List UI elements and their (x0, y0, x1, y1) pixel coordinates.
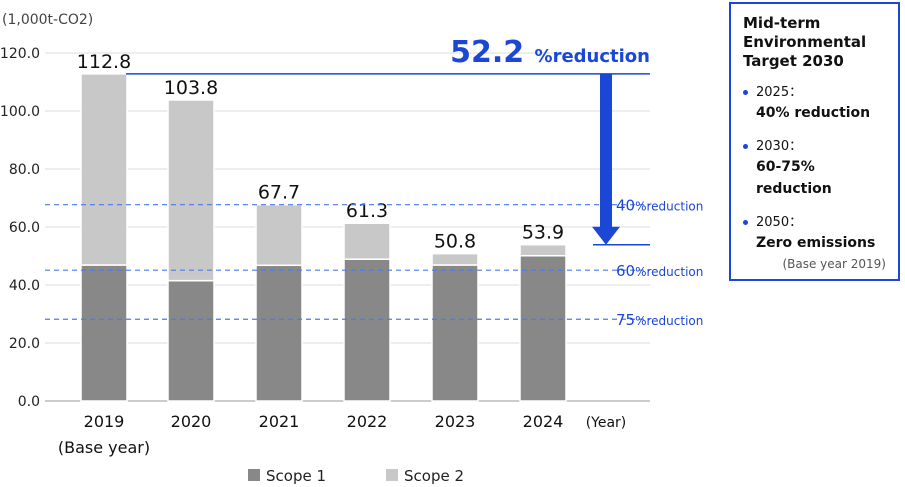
target-year: 2025： (756, 85, 803, 100)
reduction-annotation: 52.2 %reduction (450, 35, 650, 70)
reference-label: 60%reduction (616, 262, 703, 280)
y-tick-label: 20.0 (9, 336, 40, 352)
total-label: 112.8 (77, 51, 131, 73)
total-label: 67.7 (258, 182, 300, 204)
x-tick-label: 2020 (171, 412, 212, 431)
bar-scope-1 (255, 264, 303, 402)
bar-scope-2 (431, 252, 479, 266)
x-tick-label: 2022 (347, 412, 388, 431)
bar-scope-2 (343, 222, 391, 260)
reference-label: 75%reduction (616, 311, 703, 329)
y-tick-label: 0.0 (18, 394, 40, 410)
y-tick-label: 80.0 (9, 162, 40, 178)
bar-scope-2 (255, 203, 303, 267)
total-label: 103.8 (164, 77, 218, 99)
bar-scope-1 (343, 258, 391, 402)
y-tick-label: 40.0 (9, 278, 40, 294)
reference-label: 40%reduction (616, 197, 703, 215)
target-value: 60-75% reduction (756, 159, 832, 197)
x-tick-label: 2021 (259, 412, 300, 431)
y-tick-label: 100.0 (0, 104, 40, 120)
target-value: Zero emissions (756, 235, 876, 251)
target-title: Mid-term Environmental Target 2030 (743, 14, 867, 70)
x-tick-label: 2024 (523, 412, 564, 431)
target-year: 2030： (756, 139, 803, 154)
legend-swatch (386, 469, 398, 481)
target-box: Mid-term Environmental Target 2030 2025：… (729, 2, 900, 281)
target-year: 2050： (756, 215, 803, 230)
y-tick-label: 120.0 (0, 46, 40, 62)
bar-scope-1 (519, 254, 567, 402)
bar-scope-2 (519, 243, 567, 257)
bar-scope-2 (167, 99, 215, 282)
base-year-note: (Base year 2019) (782, 257, 886, 271)
x-tick-label: 2023 (435, 412, 476, 431)
target-item: 2050： Zero emissions (743, 213, 888, 254)
target-value: 40% reduction (756, 105, 871, 121)
bullet-icon (743, 144, 748, 149)
total-label: 61.3 (346, 200, 388, 222)
bullet-icon (743, 220, 748, 225)
total-label: 50.8 (434, 231, 476, 253)
y-tick-label: 60.0 (9, 220, 40, 236)
bar-scope-1 (80, 264, 128, 402)
legend-label: Scope 1 (266, 467, 326, 485)
reduction-arrow-icon (592, 73, 620, 245)
x-tick-label: 2019 (84, 412, 125, 431)
bar-scope-1 (167, 279, 215, 402)
total-label: 53.9 (522, 222, 564, 244)
x-axis-label: (Year) (586, 415, 627, 431)
target-item: 2025： 40% reduction (743, 83, 888, 124)
legend-label: Scope 2 (404, 467, 464, 485)
bar-scope-1 (431, 264, 479, 402)
x-tick-sublabel: (Base year) (58, 438, 150, 457)
legend-swatch (248, 469, 260, 481)
bullet-icon (743, 90, 748, 95)
unit-label: (1,000t-CO2) (2, 12, 93, 28)
bar-scope-2 (80, 73, 128, 266)
target-item: 2030： 60-75% reduction (743, 137, 888, 200)
